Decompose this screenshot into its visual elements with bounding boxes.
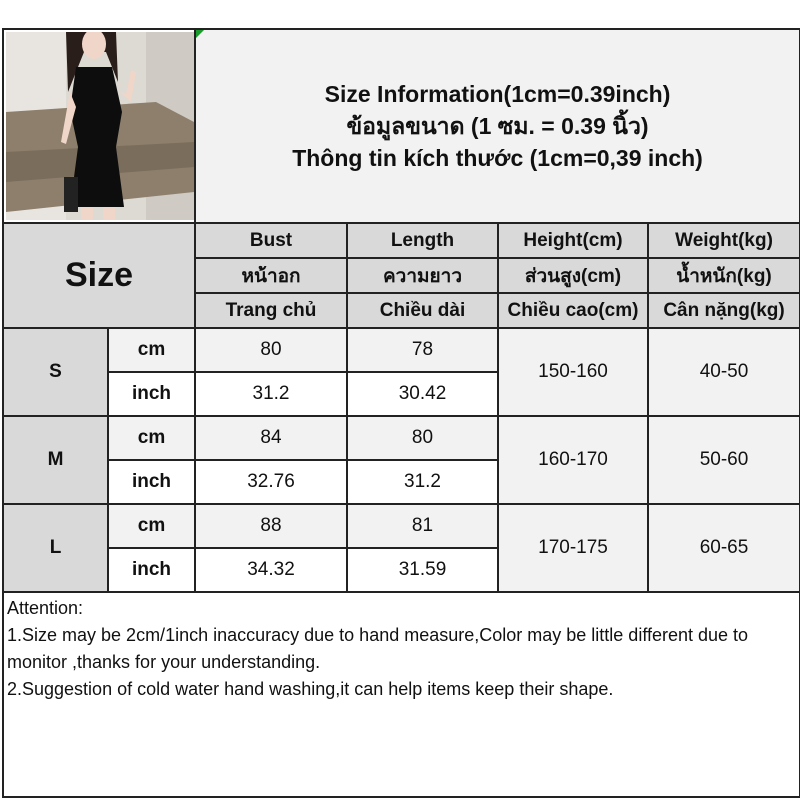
length-cm: 81 <box>346 503 499 549</box>
header-bust-en: Bust <box>194 222 348 259</box>
unit-inch: inch <box>107 547 196 593</box>
weight-range: 50-60 <box>646 415 800 505</box>
header-length-en: Length <box>346 222 499 259</box>
cell-comment-marker <box>196 30 204 38</box>
unit-inch: inch <box>107 459 196 505</box>
attention-note-1: 1.Size may be 2cm/1inch inaccuracy due t… <box>7 625 749 672</box>
header-weight-th: น้ำหนัก(kg) <box>646 257 800 294</box>
title-english: Size Information(1cm=0.39inch) <box>324 81 671 107</box>
bust-inch: 34.32 <box>194 547 348 593</box>
header-length-vi: Chiều dài <box>346 292 499 329</box>
bust-cm: 84 <box>194 415 348 461</box>
length-inch: 30.42 <box>346 371 499 417</box>
size-letter: L <box>2 503 109 593</box>
length-inch: 31.2 <box>346 459 499 505</box>
header-length-th: ความยาว <box>346 257 499 294</box>
height-range: 160-170 <box>497 415 649 505</box>
header-weight-vi: Cân nặng(kg) <box>646 292 800 329</box>
header-height-en: Height(cm) <box>497 222 649 259</box>
title-vietnamese: Thông tin kích thước (1cm=0,39 inch) <box>292 145 703 171</box>
bust-cm: 80 <box>194 327 348 373</box>
weight-range: 60-65 <box>646 503 800 593</box>
attention-note-2: 2.Suggestion of cold water hand washing,… <box>7 679 614 699</box>
size-letter: S <box>2 327 109 417</box>
header-bust-th: หน้าอก <box>194 257 348 294</box>
size-chart-table: Size Information(1cm=0.39inch) ข้อมูลขนา… <box>1 28 800 798</box>
header-height-vi: Chiều cao(cm) <box>497 292 649 329</box>
product-photo <box>2 28 196 224</box>
attention-heading: Attention: <box>7 598 84 618</box>
unit-inch: inch <box>107 371 196 417</box>
title-thai: ข้อมูลขนาด (1 ซม. = 0.39 นิ้ว) <box>346 113 649 139</box>
unit-cm: cm <box>107 503 196 549</box>
length-cm: 78 <box>346 327 499 373</box>
unit-cm: cm <box>107 327 196 373</box>
header-bust-vi: Trang chủ <box>194 292 348 329</box>
unit-cm: cm <box>107 415 196 461</box>
size-info-title: Size Information(1cm=0.39inch) ข้อมูลขนา… <box>193 28 800 224</box>
size-header: Size <box>2 222 196 329</box>
model-dress-image <box>6 32 194 220</box>
header-weight-en: Weight(kg) <box>646 222 800 259</box>
height-range: 150-160 <box>497 327 649 417</box>
header-height-th: ส่วนสูง(cm) <box>497 257 649 294</box>
bust-cm: 88 <box>194 503 348 549</box>
height-range: 170-175 <box>497 503 649 593</box>
weight-range: 40-50 <box>646 327 800 417</box>
length-inch: 31.59 <box>346 547 499 593</box>
length-cm: 80 <box>346 415 499 461</box>
bust-inch: 31.2 <box>194 371 348 417</box>
size-letter: M <box>2 415 109 505</box>
attention-notes: Attention: 1.Size may be 2cm/1inch inacc… <box>1 591 800 798</box>
bust-inch: 32.76 <box>194 459 348 505</box>
